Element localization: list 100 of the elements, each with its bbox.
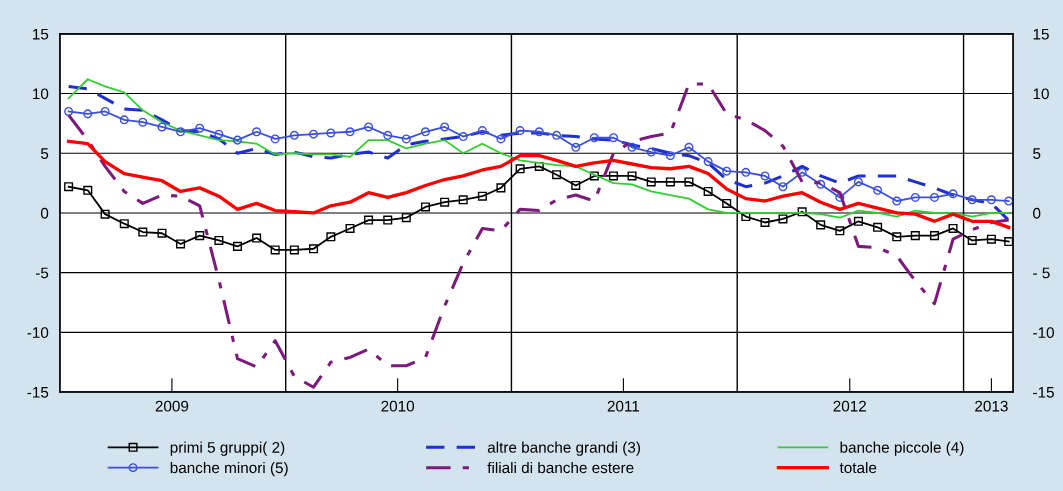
point bbox=[515, 164, 525, 174]
y2-tick-label: -15 bbox=[1033, 387, 1054, 398]
point bbox=[345, 223, 355, 233]
point bbox=[270, 245, 280, 255]
legend-label: filiali di banche estere bbox=[487, 461, 634, 474]
point bbox=[138, 227, 148, 237]
point bbox=[967, 195, 977, 205]
point bbox=[646, 177, 656, 187]
point bbox=[383, 215, 393, 225]
point bbox=[703, 186, 713, 196]
point bbox=[326, 232, 336, 242]
legend-label: banche piccole (4) bbox=[840, 441, 964, 456]
y2-tick-label: 15 bbox=[1033, 28, 1049, 40]
point bbox=[326, 128, 336, 138]
point bbox=[722, 166, 732, 176]
point bbox=[458, 132, 468, 142]
point bbox=[157, 228, 167, 238]
point bbox=[797, 207, 807, 217]
point bbox=[195, 123, 205, 133]
point bbox=[64, 106, 74, 116]
point bbox=[571, 180, 581, 191]
x-tick-label: 2013 bbox=[975, 400, 1008, 412]
point bbox=[364, 122, 374, 132]
point bbox=[534, 127, 544, 137]
point bbox=[627, 142, 637, 152]
point bbox=[778, 214, 788, 224]
point bbox=[797, 167, 807, 177]
point bbox=[760, 217, 770, 228]
point bbox=[665, 151, 675, 161]
y-tick-label: -5 bbox=[35, 267, 49, 279]
point bbox=[214, 129, 224, 139]
x-tick-label: 2012 bbox=[833, 400, 866, 412]
point bbox=[684, 177, 694, 187]
y-tick-label: -15 bbox=[27, 387, 49, 398]
point bbox=[458, 195, 468, 205]
point bbox=[383, 130, 393, 140]
point bbox=[853, 177, 863, 187]
legend-label: altre banche grandi (3) bbox=[487, 441, 640, 456]
point bbox=[401, 134, 411, 144]
point bbox=[345, 127, 355, 137]
point bbox=[589, 133, 599, 143]
point bbox=[100, 106, 110, 116]
point bbox=[571, 142, 581, 152]
point bbox=[252, 233, 262, 243]
x-tick-label: 2010 bbox=[381, 400, 415, 412]
point bbox=[496, 134, 506, 144]
y-tick-label: -10 bbox=[27, 327, 49, 339]
x-tick-label: 2011 bbox=[607, 400, 640, 412]
point bbox=[440, 197, 450, 207]
point bbox=[778, 182, 788, 192]
point bbox=[929, 192, 940, 202]
point bbox=[892, 232, 902, 242]
point bbox=[214, 235, 224, 245]
point bbox=[477, 191, 487, 201]
point bbox=[703, 157, 713, 167]
point bbox=[646, 147, 656, 157]
point bbox=[309, 129, 319, 139]
point bbox=[176, 127, 186, 137]
point bbox=[477, 126, 487, 136]
point bbox=[722, 198, 732, 208]
point bbox=[83, 109, 93, 119]
point bbox=[816, 179, 826, 189]
y2-tick-label: 5 bbox=[1033, 148, 1041, 159]
point bbox=[119, 115, 129, 125]
y2-tick-label: -10 bbox=[1033, 327, 1054, 339]
point bbox=[589, 171, 599, 181]
y-tick-label: 0 bbox=[40, 207, 49, 219]
point bbox=[1004, 196, 1014, 206]
point bbox=[232, 241, 242, 251]
point bbox=[892, 196, 902, 206]
point bbox=[232, 135, 242, 145]
point bbox=[138, 117, 148, 127]
point bbox=[986, 195, 996, 205]
point bbox=[289, 130, 299, 140]
point bbox=[176, 239, 186, 249]
point bbox=[967, 235, 977, 245]
point bbox=[157, 122, 167, 132]
point bbox=[910, 231, 920, 241]
point bbox=[420, 127, 430, 137]
y-tick-label: 5 bbox=[40, 148, 49, 159]
legend-label: banche minori (5) bbox=[170, 461, 288, 477]
point bbox=[496, 183, 506, 193]
y-tick-label: 10 bbox=[33, 88, 49, 100]
point bbox=[289, 245, 299, 255]
point bbox=[440, 122, 450, 132]
point bbox=[252, 127, 262, 137]
point bbox=[760, 171, 770, 181]
point bbox=[929, 231, 940, 241]
point bbox=[64, 182, 74, 192]
point bbox=[741, 212, 751, 222]
y2-tick-label: 0 bbox=[1033, 207, 1041, 219]
point bbox=[948, 223, 958, 233]
point bbox=[627, 171, 637, 181]
point bbox=[1004, 237, 1014, 247]
x-tick-label: 2009 bbox=[155, 400, 189, 412]
point bbox=[853, 216, 863, 226]
point bbox=[515, 126, 525, 136]
point bbox=[420, 202, 430, 212]
point bbox=[608, 133, 619, 143]
point bbox=[608, 171, 619, 181]
